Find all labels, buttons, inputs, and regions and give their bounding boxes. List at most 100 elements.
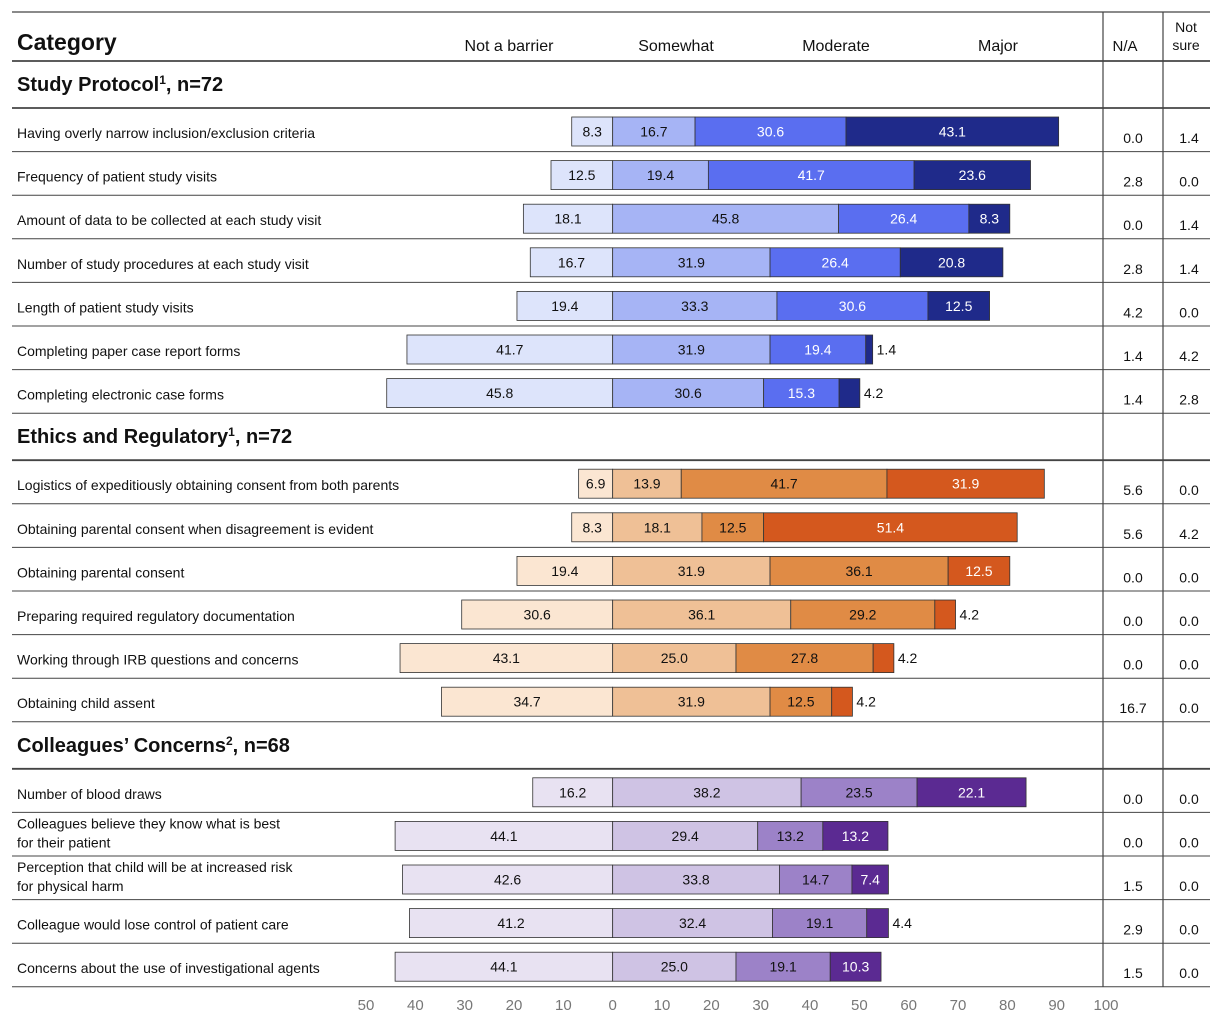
- na-value: 1.5: [1123, 965, 1143, 981]
- bar-segment: [612, 599, 792, 630]
- x-tick-label: 20: [703, 997, 720, 1013]
- value-label: 31.9: [678, 694, 705, 710]
- value-label: 41.7: [798, 167, 825, 183]
- value-label: 29.2: [849, 607, 876, 623]
- value-label: 16.2: [559, 784, 586, 800]
- value-label: 38.2: [693, 784, 720, 800]
- bar-segment: [822, 821, 889, 851]
- not-sure-value: 4.2: [1179, 526, 1199, 542]
- value-label: 32.4: [679, 915, 706, 931]
- bar-segment: [735, 951, 831, 982]
- legend-label: Somewhat: [638, 38, 714, 55]
- na-value: 5.6: [1123, 482, 1143, 498]
- row-label: Colleagues believe they know what is bes…: [17, 815, 280, 831]
- value-label: 30.6: [757, 124, 784, 140]
- bar-segment: [612, 290, 778, 321]
- legend-label: Moderate: [802, 38, 870, 55]
- not-sure-value: 0.0: [1179, 965, 1199, 981]
- value-label: 20.8: [938, 254, 965, 270]
- na-value: 4.2: [1123, 304, 1143, 320]
- value-label: 44.1: [490, 959, 517, 975]
- value-label: 12.5: [945, 298, 972, 314]
- value-label: 30.6: [524, 607, 551, 623]
- na-value: 0.0: [1123, 657, 1143, 673]
- value-label: 26.4: [890, 211, 917, 227]
- bar-segment: [522, 203, 614, 234]
- not-sure-value: 1.4: [1179, 217, 1199, 233]
- value-label: 43.1: [493, 650, 520, 666]
- value-label: 33.8: [682, 872, 709, 888]
- value-label: 33.3: [681, 298, 708, 314]
- bar-segment: [707, 160, 915, 191]
- bar-segment: [886, 468, 1045, 499]
- bar-segment: [399, 643, 614, 673]
- na-value: 2.9: [1123, 922, 1143, 938]
- group-title: Colleagues’ Concerns2, n=68: [17, 734, 290, 757]
- na-value: 16.7: [1119, 700, 1146, 716]
- x-tick-label: 50: [851, 997, 868, 1013]
- na-value: 0.0: [1123, 569, 1143, 585]
- not-sure-value: 1.4: [1179, 130, 1199, 146]
- value-label: 4.2: [864, 385, 884, 401]
- value-label: 8.3: [582, 519, 602, 535]
- value-label: 22.1: [958, 784, 985, 800]
- value-label: 1.4: [877, 342, 897, 358]
- value-label: 13.2: [842, 828, 869, 844]
- value-label: 19.1: [769, 959, 796, 975]
- group-n: , n=72: [166, 74, 223, 96]
- x-tick-label: 20: [506, 997, 523, 1013]
- legend-label: Major: [978, 38, 1019, 55]
- group-title: Study Protocol1, n=72: [17, 73, 223, 96]
- bar-segment: [612, 908, 773, 938]
- bar-segment: [968, 203, 1011, 234]
- row-label: Number of blood draws: [17, 786, 162, 802]
- footnote: 1: [228, 425, 235, 439]
- bar-segment: [769, 556, 949, 586]
- value-label: 31.9: [952, 476, 979, 492]
- row-label: Obtaining parental consent when disagree…: [17, 521, 374, 537]
- bar-segment: [866, 908, 889, 938]
- bar-segment: [529, 247, 614, 278]
- na-value: 5.6: [1123, 526, 1143, 542]
- bar-segment: [612, 378, 765, 409]
- value-label: 19.4: [647, 167, 674, 183]
- value-label: 16.7: [640, 124, 667, 140]
- row-label: Having overly narrow inclusion/exclusion…: [17, 125, 315, 141]
- value-label: 41.2: [497, 915, 524, 931]
- bar-segment: [612, 203, 840, 234]
- group-n: , n=68: [233, 735, 290, 757]
- bar-segment: [934, 599, 956, 630]
- legend-label: Not a barrier: [465, 38, 555, 55]
- bar-segment: [838, 378, 861, 409]
- value-label: 8.3: [980, 211, 1000, 227]
- value-label: 41.7: [496, 342, 523, 358]
- category-header: Category: [17, 29, 117, 55]
- not-sure-header: sure: [1172, 37, 1199, 53]
- value-label: 36.1: [845, 563, 872, 579]
- not-sure-value: 2.8: [1179, 392, 1199, 408]
- bar-segment: [800, 777, 918, 808]
- value-label: 45.8: [486, 385, 513, 401]
- bar-segment: [927, 290, 990, 321]
- bar-segment: [612, 247, 771, 278]
- not-sure-header: Not: [1175, 19, 1197, 35]
- value-label: 8.3: [582, 124, 602, 140]
- row-label: Concerns about the use of investigationa…: [17, 960, 320, 976]
- not-sure-value: 0.0: [1179, 304, 1199, 320]
- na-value: 0.0: [1123, 834, 1143, 850]
- value-label: 4.2: [856, 694, 876, 710]
- bar-segment: [776, 290, 929, 321]
- value-label: 14.7: [802, 872, 829, 888]
- bar-segment: [829, 951, 882, 982]
- group-n: , n=72: [235, 426, 292, 448]
- row-label: Colleague would lose control of patient …: [17, 917, 289, 933]
- not-sure-value: 0.0: [1179, 613, 1199, 629]
- x-tick-label: 50: [358, 997, 375, 1013]
- bar-segment: [680, 468, 888, 499]
- value-label: 34.7: [513, 694, 540, 710]
- value-label: 12.5: [719, 519, 746, 535]
- bar-segment: [845, 116, 1060, 147]
- value-label: 30.6: [675, 385, 702, 401]
- bar-segment: [402, 864, 614, 895]
